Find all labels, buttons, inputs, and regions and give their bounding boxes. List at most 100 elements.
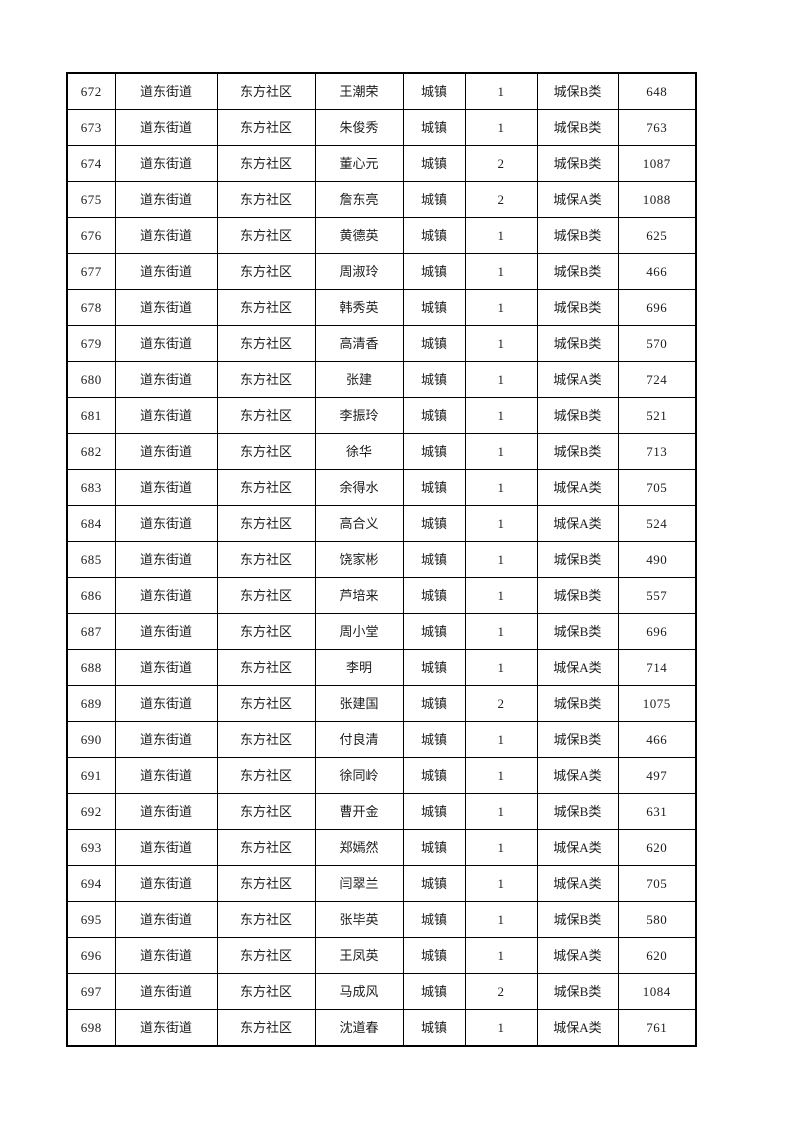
cell-community: 东方社区 (216, 253, 316, 290)
cell-category: 城保B类 (536, 397, 619, 434)
cell-count: 1 (464, 541, 538, 578)
cell-type: 城镇 (402, 109, 466, 146)
cell-count: 1 (464, 217, 538, 254)
cell-type: 城镇 (402, 685, 466, 722)
table-row: 691 道东街道 东方社区 徐同岭 城镇 1 城保A类 497 (66, 757, 697, 794)
cell-street: 道东街道 (114, 577, 218, 614)
cell-name: 闫翠兰 (314, 865, 404, 902)
cell-category: 城保A类 (536, 757, 619, 794)
cell-amount: 580 (617, 901, 697, 938)
cell-index: 695 (66, 901, 116, 938)
cell-category: 城保A类 (536, 505, 619, 542)
table-row: 684 道东街道 东方社区 高合义 城镇 1 城保A类 524 (66, 505, 697, 542)
cell-type: 城镇 (402, 325, 466, 362)
cell-count: 2 (464, 181, 538, 218)
cell-name: 詹东亮 (314, 181, 404, 218)
cell-count: 1 (464, 433, 538, 470)
cell-type: 城镇 (402, 145, 466, 182)
cell-index: 692 (66, 793, 116, 830)
cell-street: 道东街道 (114, 145, 218, 182)
cell-index: 684 (66, 505, 116, 542)
cell-community: 东方社区 (216, 613, 316, 650)
cell-index: 683 (66, 469, 116, 506)
cell-amount: 466 (617, 721, 697, 758)
cell-name: 徐华 (314, 433, 404, 470)
cell-street: 道东街道 (114, 1009, 218, 1047)
cell-count: 1 (464, 937, 538, 974)
cell-community: 东方社区 (216, 685, 316, 722)
cell-category: 城保A类 (536, 181, 619, 218)
cell-community: 东方社区 (216, 181, 316, 218)
cell-name: 郑嫣然 (314, 829, 404, 866)
cell-type: 城镇 (402, 649, 466, 686)
cell-street: 道东街道 (114, 685, 218, 722)
cell-type: 城镇 (402, 829, 466, 866)
cell-type: 城镇 (402, 181, 466, 218)
cell-category: 城保B类 (536, 541, 619, 578)
cell-count: 1 (464, 721, 538, 758)
cell-street: 道东街道 (114, 541, 218, 578)
cell-street: 道东街道 (114, 937, 218, 974)
cell-amount: 714 (617, 649, 697, 686)
cell-name: 余得水 (314, 469, 404, 506)
cell-community: 东方社区 (216, 505, 316, 542)
cell-community: 东方社区 (216, 829, 316, 866)
cell-street: 道东街道 (114, 181, 218, 218)
cell-index: 677 (66, 253, 116, 290)
cell-street: 道东街道 (114, 829, 218, 866)
table-row: 686 道东街道 东方社区 芦培来 城镇 1 城保B类 557 (66, 577, 697, 614)
cell-type: 城镇 (402, 72, 466, 110)
cell-street: 道东街道 (114, 865, 218, 902)
cell-community: 东方社区 (216, 901, 316, 938)
cell-amount: 713 (617, 433, 697, 470)
cell-amount: 557 (617, 577, 697, 614)
cell-name: 曹开金 (314, 793, 404, 830)
cell-name: 付良清 (314, 721, 404, 758)
cell-count: 1 (464, 757, 538, 794)
cell-street: 道东街道 (114, 901, 218, 938)
cell-index: 686 (66, 577, 116, 614)
cell-street: 道东街道 (114, 469, 218, 506)
cell-category: 城保A类 (536, 865, 619, 902)
cell-count: 1 (464, 577, 538, 614)
cell-name: 周淑玲 (314, 253, 404, 290)
table-row: 696 道东街道 东方社区 王凤英 城镇 1 城保A类 620 (66, 937, 697, 974)
cell-type: 城镇 (402, 613, 466, 650)
cell-category: 城保A类 (536, 469, 619, 506)
cell-amount: 1075 (617, 685, 697, 722)
cell-count: 1 (464, 469, 538, 506)
cell-name: 王潮荣 (314, 72, 404, 110)
cell-name: 朱俊秀 (314, 109, 404, 146)
cell-index: 698 (66, 1009, 116, 1047)
cell-amount: 490 (617, 541, 697, 578)
cell-category: 城保A类 (536, 937, 619, 974)
cell-category: 城保B类 (536, 325, 619, 362)
cell-type: 城镇 (402, 253, 466, 290)
cell-community: 东方社区 (216, 577, 316, 614)
cell-index: 691 (66, 757, 116, 794)
cell-index: 694 (66, 865, 116, 902)
cell-type: 城镇 (402, 289, 466, 326)
cell-street: 道东街道 (114, 433, 218, 470)
cell-amount: 1084 (617, 973, 697, 1010)
cell-count: 1 (464, 901, 538, 938)
table-row: 685 道东街道 东方社区 饶家彬 城镇 1 城保B类 490 (66, 541, 697, 578)
table-row: 679 道东街道 东方社区 高清香 城镇 1 城保B类 570 (66, 325, 697, 362)
table-row: 690 道东街道 东方社区 付良清 城镇 1 城保B类 466 (66, 721, 697, 758)
cell-name: 韩秀英 (314, 289, 404, 326)
table-row: 681 道东街道 东方社区 李振玲 城镇 1 城保B类 521 (66, 397, 697, 434)
table-row: 697 道东街道 东方社区 马成风 城镇 2 城保B类 1084 (66, 973, 697, 1010)
cell-type: 城镇 (402, 469, 466, 506)
cell-amount: 724 (617, 361, 697, 398)
cell-count: 1 (464, 397, 538, 434)
cell-street: 道东街道 (114, 361, 218, 398)
table-row: 680 道东街道 东方社区 张建 城镇 1 城保A类 724 (66, 361, 697, 398)
cell-count: 1 (464, 865, 538, 902)
cell-name: 高合义 (314, 505, 404, 542)
cell-amount: 620 (617, 829, 697, 866)
cell-community: 东方社区 (216, 469, 316, 506)
cell-category: 城保B类 (536, 217, 619, 254)
cell-community: 东方社区 (216, 397, 316, 434)
cell-amount: 524 (617, 505, 697, 542)
